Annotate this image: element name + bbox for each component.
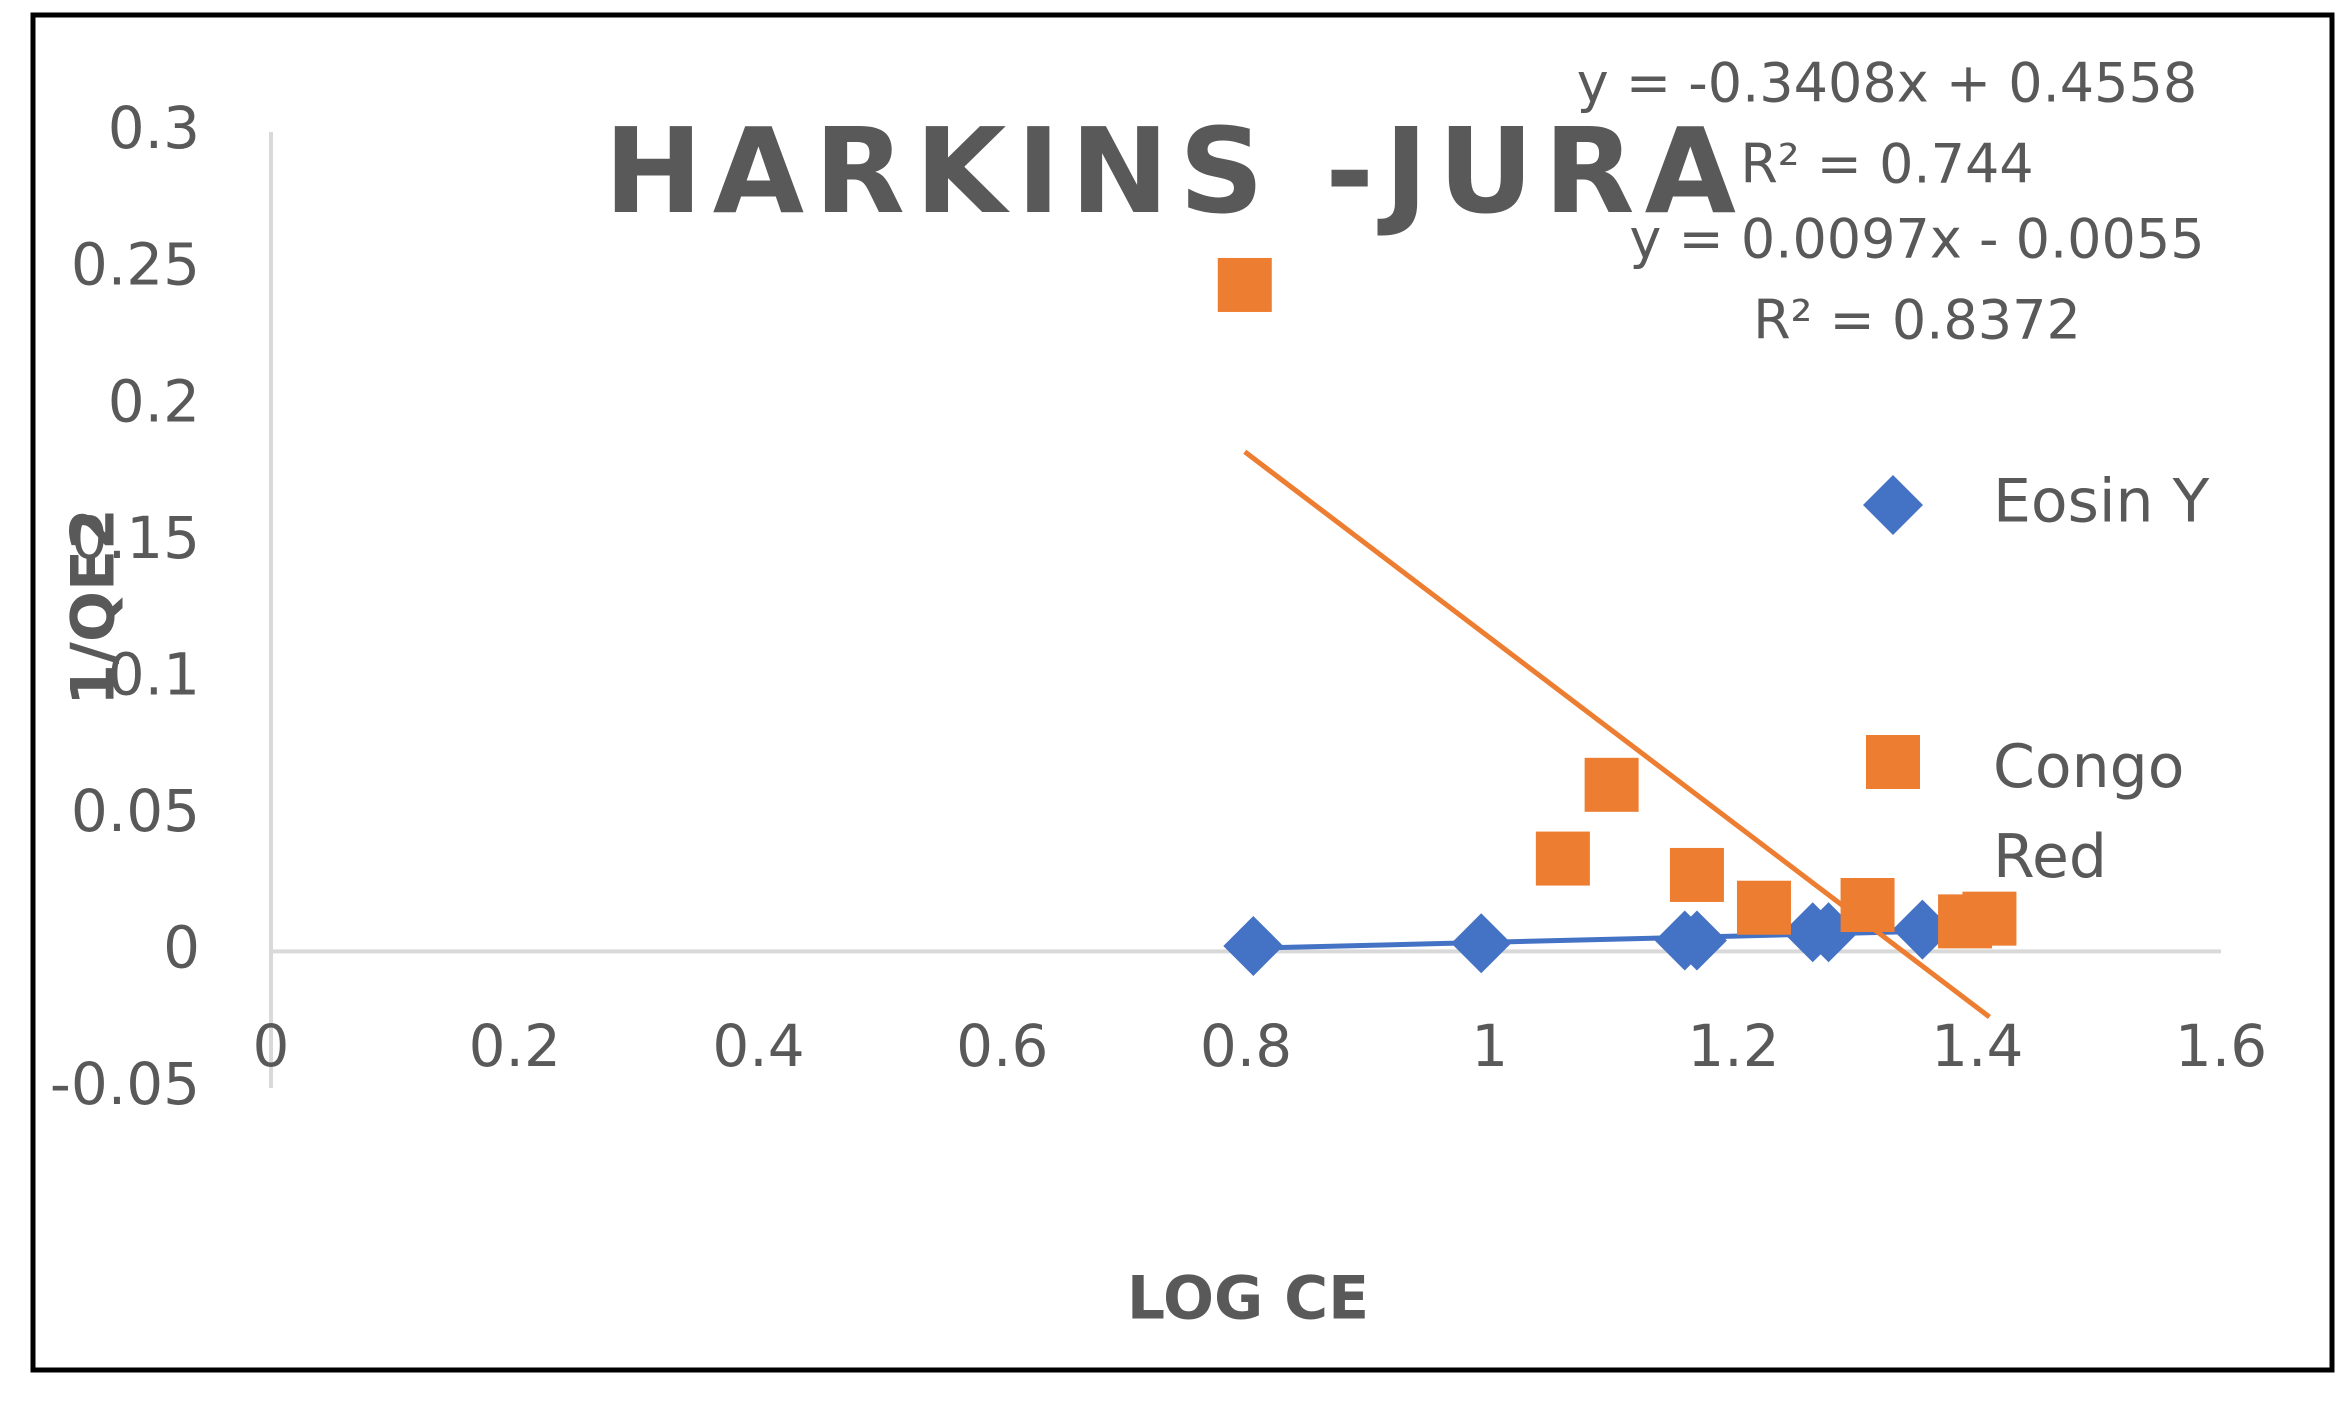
trendline-r-squared: R² = 0.8372 — [1753, 289, 2081, 352]
y-tick-label: 0.2 — [108, 367, 200, 435]
legend-label: Eosin Y — [1993, 467, 2210, 537]
point — [1840, 877, 1895, 932]
x-tick-label: 0 — [253, 1012, 290, 1080]
x-tick-label: 0.2 — [469, 1012, 561, 1080]
x-axis-label: LOG CE — [1127, 1264, 1369, 1334]
chart-title: HARKINS -JURA — [604, 102, 1746, 240]
y-tick-label: 0.1 — [108, 640, 200, 708]
point — [1892, 899, 1953, 960]
point — [1736, 880, 1791, 935]
point — [1962, 891, 2017, 946]
point — [1535, 831, 1590, 886]
x-tick-label: 0.8 — [1200, 1012, 1292, 1080]
y-tick-label: 0.25 — [71, 231, 200, 299]
point — [1669, 847, 1724, 902]
legend-label: Congo Red — [1993, 732, 2185, 892]
y-tick-label: 0 — [163, 914, 200, 982]
legend-marker — [1863, 475, 1923, 535]
x-tick-label: 0.4 — [712, 1012, 804, 1080]
y-tick-label: 0.05 — [71, 777, 200, 845]
point — [1451, 913, 1512, 974]
y-tick-label: -0.05 — [50, 1050, 200, 1118]
y-axis-label: 1/QE2 — [59, 508, 129, 705]
trendline — [1243, 449, 1991, 1019]
x-tick-label: 1 — [1471, 1012, 1508, 1080]
x-tick-label: 0.6 — [956, 1012, 1048, 1080]
trendline-equation: y = -0.3408x + 0.4558 — [1577, 52, 2197, 115]
point — [1584, 757, 1639, 812]
trendline-equation: y = 0.0097x - 0.0055 — [1629, 208, 2204, 271]
y-tick-label: 0.3 — [108, 94, 200, 162]
trendline-r-squared: R² = 0.744 — [1740, 133, 2033, 196]
x-tick-label: 1.2 — [1687, 1012, 1779, 1080]
chart-frame — [30, 12, 2335, 1373]
point — [1217, 257, 1272, 312]
x-tick-label: 1.6 — [2175, 1012, 2267, 1080]
point — [1223, 915, 1284, 976]
x-tick-label: 1.4 — [1931, 1012, 2023, 1080]
point — [1666, 910, 1727, 971]
legend-marker — [1866, 735, 1920, 789]
y-tick-label: 0.15 — [71, 504, 200, 572]
